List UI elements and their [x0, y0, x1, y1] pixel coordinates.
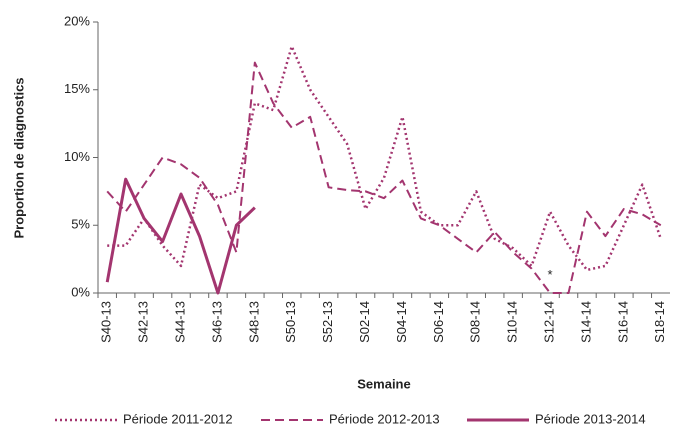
- x-tick-label: S06-14: [431, 301, 446, 343]
- y-axis-label: Proportion de diagnostics: [11, 77, 26, 238]
- annotation: *: [548, 267, 553, 282]
- y-tick-label: 0%: [71, 284, 90, 299]
- x-tick-label: S04-14: [394, 301, 409, 343]
- x-tick-label: S18-14: [652, 301, 667, 343]
- legend-label: Période 2011-2012: [123, 411, 233, 426]
- x-tick-label: S48-13: [246, 301, 261, 343]
- x-tick-label: S40-13: [99, 301, 114, 343]
- x-tick-label: S10-14: [505, 301, 520, 343]
- x-tick-label: S46-13: [209, 301, 224, 343]
- x-tick-label: S14-14: [578, 301, 593, 343]
- series-line: [105, 177, 256, 295]
- x-tick-label: S08-14: [468, 301, 483, 343]
- x-tick-label: S52-13: [320, 301, 335, 343]
- y-tick-label: 10%: [64, 149, 90, 164]
- y-tick-label: 5%: [71, 217, 90, 232]
- x-tick-label: S16-14: [615, 301, 630, 343]
- series-line: [106, 61, 662, 294]
- x-tick-label: S12-14: [542, 301, 557, 343]
- series-line: [107, 45, 662, 272]
- x-tick-label: S02-14: [357, 301, 372, 343]
- y-tick-label: 15%: [64, 81, 90, 96]
- legend-label: Période 2013-2014: [535, 411, 646, 426]
- x-axis-label: Semaine: [357, 376, 410, 391]
- x-tick-label: S50-13: [283, 301, 298, 343]
- x-tick-label: S42-13: [136, 301, 151, 343]
- x-tick-label: S44-13: [172, 301, 187, 343]
- legend-label: Période 2012-2013: [329, 411, 440, 426]
- y-tick-label: 20%: [64, 13, 90, 28]
